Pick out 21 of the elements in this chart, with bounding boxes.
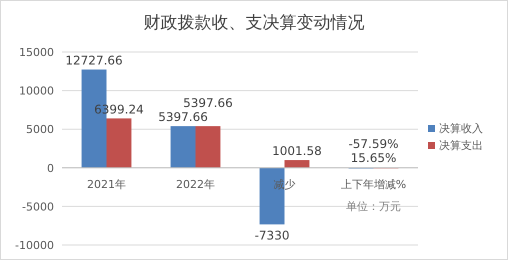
y-tick-label: -5000 [22, 200, 54, 214]
legend-label: 决算收入 [439, 122, 483, 135]
annotation: 单位：万元 [346, 200, 401, 213]
x-tick-label: 减少 [274, 178, 296, 191]
title: 财政拨款收、支决算变动情况 [144, 13, 364, 33]
y-tick-label: -10000 [15, 239, 54, 252]
y-tick-label: 0 [47, 162, 54, 175]
legend-label: 决算支出 [439, 139, 483, 152]
y-tick-label: 5000 [26, 123, 54, 136]
data-label: 5397.66 [183, 96, 233, 110]
data-label: 15.65% [350, 150, 396, 165]
x-tick-label: 上下年增减% [340, 178, 406, 191]
x-tick-label: 2021年 [87, 178, 126, 191]
data-label: 12727.66 [65, 54, 123, 68]
x-tick-label: 2022年 [176, 178, 215, 191]
data-label: -7330 [254, 228, 290, 242]
y-tick-label: 10000 [19, 84, 54, 98]
data-label: -57.59% [348, 136, 399, 151]
data-label: 1001.58 [272, 144, 322, 158]
data-label: 5397.66 [158, 110, 208, 124]
y-tick-label: 15000 [19, 46, 54, 59]
